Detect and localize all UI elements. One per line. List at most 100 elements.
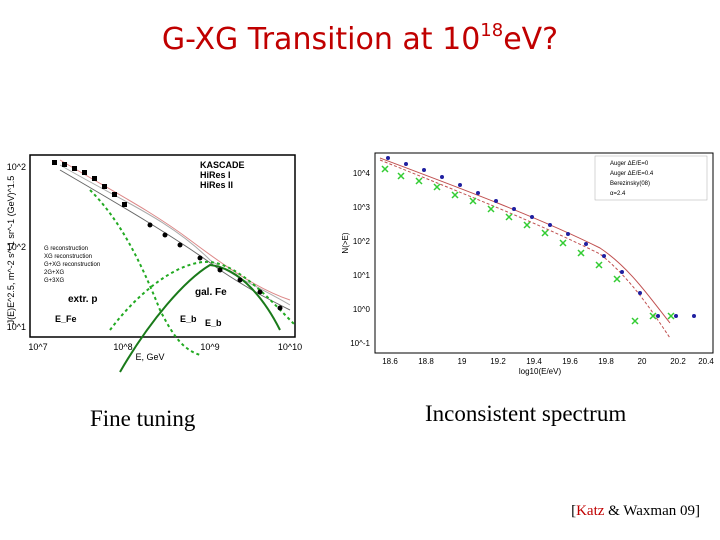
kascade-point bbox=[82, 170, 87, 175]
left-legend-curves: G reconstruction XG reconstruction G+XG … bbox=[44, 246, 100, 284]
title-suffix: eV? bbox=[503, 22, 559, 57]
hires-point bbox=[237, 277, 243, 283]
left-xlabel: E, GeV bbox=[135, 352, 164, 362]
left-legend-curve-4: 2G+XG bbox=[44, 270, 65, 276]
auger-blue-point bbox=[494, 199, 498, 203]
title-main: G-XG Transition at 10 bbox=[161, 22, 481, 57]
auger-blue-point bbox=[584, 242, 588, 246]
auger-blue-point bbox=[512, 207, 516, 211]
hires-point bbox=[197, 255, 203, 261]
left-legend-curve-1: G reconstruction bbox=[44, 246, 88, 252]
auger-blue-point bbox=[692, 314, 696, 318]
kascade-point bbox=[52, 160, 57, 165]
right-auger-blue-points bbox=[386, 156, 696, 318]
auger-blue-point bbox=[458, 183, 462, 187]
hires-point bbox=[257, 289, 263, 295]
left-legend-curve-3: G+XG reconstruction bbox=[44, 262, 100, 268]
auger-green-point bbox=[451, 191, 459, 199]
left-curve-g-xg bbox=[59, 159, 291, 301]
right-xtick: 20.4 bbox=[698, 357, 714, 366]
auger-blue-point bbox=[422, 168, 426, 172]
right-plot-frame bbox=[374, 152, 714, 354]
auger-blue-point bbox=[548, 223, 552, 227]
auger-blue-point bbox=[440, 175, 444, 179]
auger-green-point bbox=[667, 312, 675, 320]
hires-point bbox=[162, 232, 168, 238]
kascade-point bbox=[112, 192, 117, 197]
auger-blue-point bbox=[620, 270, 624, 274]
auger-green-point bbox=[631, 317, 639, 325]
right-legend-item-2: Auger ΔE/E=0.4 bbox=[610, 171, 654, 177]
left-figure: J(E)E^2.5, m^-2 s^-1 sr^-1 (GeV)^1.5 10^… bbox=[0, 150, 325, 375]
right-curve-alpha bbox=[379, 159, 671, 339]
right-ytick: 10^2 bbox=[353, 237, 371, 246]
title-exponent: 18 bbox=[480, 20, 504, 41]
left-legend-curve-2: XG reconstruction bbox=[44, 254, 92, 260]
right-xticks: 18.6 18.8 19 19.2 19.4 19.6 19.8 20 20.2… bbox=[382, 357, 714, 366]
left-legend-hires2: HiRes II bbox=[200, 180, 233, 190]
kascade-point bbox=[102, 184, 107, 189]
kascade-point bbox=[92, 176, 97, 181]
auger-green-point bbox=[469, 197, 477, 205]
auger-blue-point bbox=[530, 215, 534, 219]
right-xtick: 19.2 bbox=[490, 357, 506, 366]
auger-green-point bbox=[505, 213, 513, 221]
auger-blue-point bbox=[476, 191, 480, 195]
left-curve-g-3xg bbox=[59, 169, 291, 311]
auger-blue-point bbox=[566, 232, 570, 236]
right-legend-item-3: Berezinsky(08) bbox=[610, 181, 650, 187]
left-kascade-points bbox=[52, 160, 127, 207]
kascade-point bbox=[122, 202, 127, 207]
auger-green-point bbox=[415, 177, 423, 185]
kascade-point bbox=[62, 162, 67, 167]
auger-green-point bbox=[541, 229, 549, 237]
citation-rest: & Waxman 09] bbox=[604, 503, 700, 519]
left-legend-hires1: HiRes I bbox=[200, 170, 231, 180]
left-ytick-2: 10^2 bbox=[7, 242, 26, 252]
auger-green-point bbox=[613, 275, 621, 283]
right-legend-item-1: Auger ΔE/E=0 bbox=[610, 161, 649, 167]
left-hires-points bbox=[147, 222, 283, 311]
left-xtick-2: 10^8 bbox=[113, 342, 132, 352]
left-plot-frame bbox=[29, 154, 296, 338]
right-curve-berezinsky bbox=[379, 157, 671, 324]
right-xtick: 18.6 bbox=[382, 357, 398, 366]
right-auger-green-points bbox=[381, 165, 675, 325]
slide-title: G-XG Transition at 1018eV? bbox=[0, 20, 720, 57]
auger-green-point bbox=[487, 205, 495, 213]
left-curve-xg-dashed bbox=[109, 260, 296, 331]
hires-point bbox=[277, 305, 283, 311]
auger-green-point bbox=[381, 165, 389, 173]
right-xtick: 19.6 bbox=[562, 357, 578, 366]
left-annotation-efe: E_Fe bbox=[55, 314, 77, 324]
left-annotation-extr: extr. p bbox=[68, 294, 97, 305]
auger-green-point bbox=[595, 261, 603, 269]
right-xtick: 18.8 bbox=[418, 357, 434, 366]
left-ylabel: J(E)E^2.5, m^-2 s^-1 sr^-1 (GeV)^1.5 bbox=[6, 176, 16, 325]
right-figure: N(>E) 10^4 10^3 10^2 10^1 10^0 10^-1 18.… bbox=[340, 148, 720, 378]
right-xtick: 19 bbox=[458, 357, 467, 366]
auger-green-point bbox=[577, 249, 585, 257]
left-legend-kascade: KASCADE bbox=[200, 160, 245, 170]
citation: [Katz & Waxman 09] bbox=[571, 503, 700, 520]
left-legend-curve-5: G+3XG bbox=[44, 278, 65, 284]
auger-green-point bbox=[523, 221, 531, 229]
left-ytick-1: 10^2 bbox=[7, 162, 26, 172]
right-ytick: 10^1 bbox=[353, 271, 371, 280]
right-xtick: 20 bbox=[638, 357, 647, 366]
auger-blue-point bbox=[638, 291, 642, 295]
auger-green-point bbox=[559, 239, 567, 247]
right-plot: N(>E) 10^4 10^3 10^2 10^1 10^0 10^-1 18.… bbox=[341, 152, 714, 376]
left-plot: J(E)E^2.5, m^-2 s^-1 sr^-1 (GeV)^1.5 10^… bbox=[6, 154, 302, 373]
left-annotation-eb: E_b bbox=[180, 314, 197, 324]
right-ytick: 10^-1 bbox=[350, 339, 370, 348]
caption-left: Fine tuning bbox=[90, 406, 196, 431]
auger-blue-point bbox=[404, 162, 408, 166]
left-curve-2g-xg bbox=[59, 164, 291, 306]
auger-blue-point bbox=[656, 314, 660, 318]
hires-point bbox=[147, 222, 153, 228]
right-legend-item-4: α=2.4 bbox=[610, 191, 626, 197]
kascade-point bbox=[72, 166, 77, 171]
left-curve-xg-reco bbox=[119, 263, 281, 373]
hires-point bbox=[177, 242, 183, 248]
